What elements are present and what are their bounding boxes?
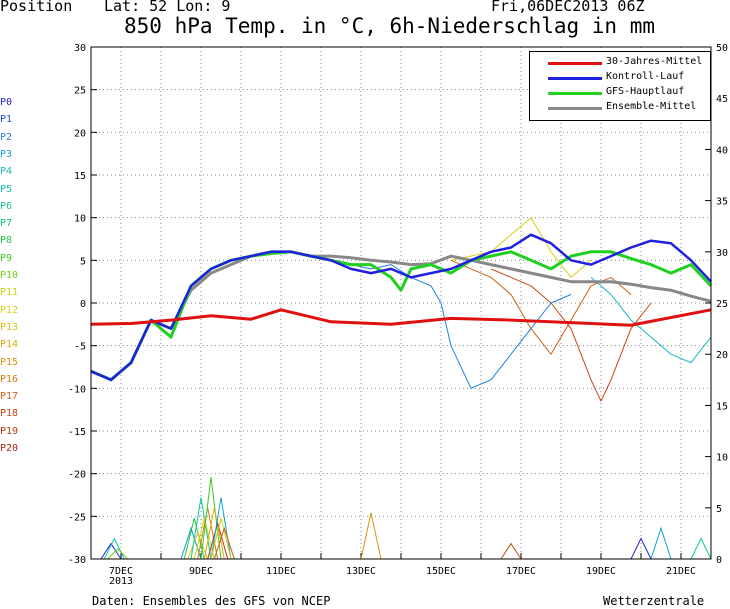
precip-spike xyxy=(183,517,205,560)
legend-item: 30-Jahres-Mittel xyxy=(530,56,710,71)
legend-item: Ensemble-Mittel xyxy=(530,101,710,116)
y-tick-label-right: 40 xyxy=(716,145,728,156)
series-line xyxy=(90,308,712,327)
precip-spike xyxy=(187,532,209,560)
x-tick-label: 13DEC xyxy=(346,566,376,577)
data-source: Daten: Ensembles des GFS von NCEP xyxy=(92,594,331,608)
member-label: P9 xyxy=(0,252,13,264)
precip-spike xyxy=(500,542,522,560)
y-tick-label-left: -30 xyxy=(68,555,86,566)
series-line xyxy=(90,233,712,382)
x-tick-label: 9DEC xyxy=(189,566,213,577)
precip-spike xyxy=(207,521,229,560)
y-tick-label-left: 0 xyxy=(80,299,86,310)
x-tick-label: 11DEC xyxy=(266,566,296,577)
precip-spike xyxy=(193,517,215,560)
x-tick-label: 21DEC xyxy=(666,566,696,577)
member-label: P6 xyxy=(0,200,13,212)
member-label: P20 xyxy=(0,443,19,454)
precip-spike xyxy=(210,497,232,560)
y-tick-label-left: 25 xyxy=(74,86,86,97)
legend-item: GFS-Hauptlauf xyxy=(530,86,710,101)
member-label: P18 xyxy=(0,408,19,420)
precip-spike xyxy=(190,497,212,560)
series-line xyxy=(490,268,652,402)
y-tick-label-left: -15 xyxy=(68,427,86,438)
precip-spike xyxy=(180,526,202,560)
y-tick-label-left: -25 xyxy=(68,512,86,523)
y-tick-label-left: -20 xyxy=(68,470,86,481)
member-label: P19 xyxy=(0,425,19,437)
member-label: P1 xyxy=(0,114,13,126)
run-date: Fri,06DEC2013 06Z xyxy=(491,0,645,15)
y-tick-label-right: 45 xyxy=(716,94,728,105)
y-tick-label-left: -5 xyxy=(74,342,86,353)
lat-lon-label: Lat: 52 Lon: 9 xyxy=(104,0,231,15)
legend-item: Kontroll-Lauf xyxy=(530,71,710,86)
legend-swatch xyxy=(548,77,602,80)
member-label: P15 xyxy=(0,356,19,368)
legend-label: GFS-Hauptlauf xyxy=(606,86,685,97)
member-label: P17 xyxy=(0,391,19,403)
member-label: P0 xyxy=(0,97,13,108)
y-tick-label-right: 0 xyxy=(716,555,722,566)
precip-spike xyxy=(690,537,712,560)
member-label: P3 xyxy=(0,148,13,160)
brand-label: Wetterzentrale xyxy=(603,594,705,608)
y-tick-label-right: 25 xyxy=(716,299,728,310)
precip-spike xyxy=(210,517,232,560)
y-tick-label-left: 10 xyxy=(74,214,86,225)
y-tick-label-right: 10 xyxy=(716,453,728,464)
chart-title: 850 hPa Temp. in °C, 6h-Niederschlag in … xyxy=(124,14,656,38)
member-label: P4 xyxy=(0,166,13,178)
y-tick-label-left: 5 xyxy=(80,256,86,267)
precip-spike xyxy=(360,512,382,560)
y-tick-label-right: 15 xyxy=(716,401,728,412)
precip-spike xyxy=(100,542,122,560)
precip-spike xyxy=(213,526,235,560)
y-tick-label-right: 35 xyxy=(716,197,728,208)
series-line xyxy=(590,277,712,364)
y-tick-label-right: 5 xyxy=(716,504,722,515)
precip-spike xyxy=(203,507,225,560)
member-label: P14 xyxy=(0,339,19,351)
x-tick-label: 19DEC xyxy=(586,566,616,577)
series-line xyxy=(90,250,712,382)
y-tick-label-left: 20 xyxy=(74,128,86,139)
member-label: P16 xyxy=(0,373,19,385)
y-tick-label-right: 20 xyxy=(716,350,728,361)
y-tick-label-left: -10 xyxy=(68,384,86,395)
position-label: Position xyxy=(0,0,73,15)
member-label: P8 xyxy=(0,235,13,247)
x-tick-label: 15DEC xyxy=(426,566,456,577)
x-year-label: 2013 xyxy=(109,576,133,587)
precip-spike xyxy=(107,548,129,560)
y-tick-label-left: 15 xyxy=(74,171,86,182)
series-line xyxy=(330,259,572,389)
legend-swatch xyxy=(548,62,602,65)
member-label: P7 xyxy=(0,218,13,230)
legend-swatch xyxy=(548,107,602,110)
precip-spike xyxy=(630,537,652,560)
legend-label: 30-Jahres-Mittel xyxy=(606,56,703,67)
member-label: P12 xyxy=(0,304,19,316)
plot-frame xyxy=(90,46,712,560)
member-label: P2 xyxy=(0,131,13,143)
precip-spike xyxy=(650,526,672,560)
member-label: P5 xyxy=(0,183,13,195)
legend: 30-Jahres-Mittel Kontroll-Lauf GFS-Hauptla… xyxy=(529,51,711,121)
x-tick-label: 17DEC xyxy=(506,566,536,577)
legend-label: Ensemble-Mittel xyxy=(606,101,697,112)
legend-swatch xyxy=(548,92,602,95)
y-tick-label-right: 50 xyxy=(716,43,728,54)
member-label: P10 xyxy=(0,270,19,281)
x-tick-label: 7DEC xyxy=(109,566,133,577)
y-tick-label-left: 30 xyxy=(74,43,86,54)
y-tick-label-right: 30 xyxy=(716,248,728,259)
member-label: P13 xyxy=(0,321,19,333)
legend-label: Kontroll-Lauf xyxy=(606,71,685,82)
member-label: P11 xyxy=(0,287,19,299)
